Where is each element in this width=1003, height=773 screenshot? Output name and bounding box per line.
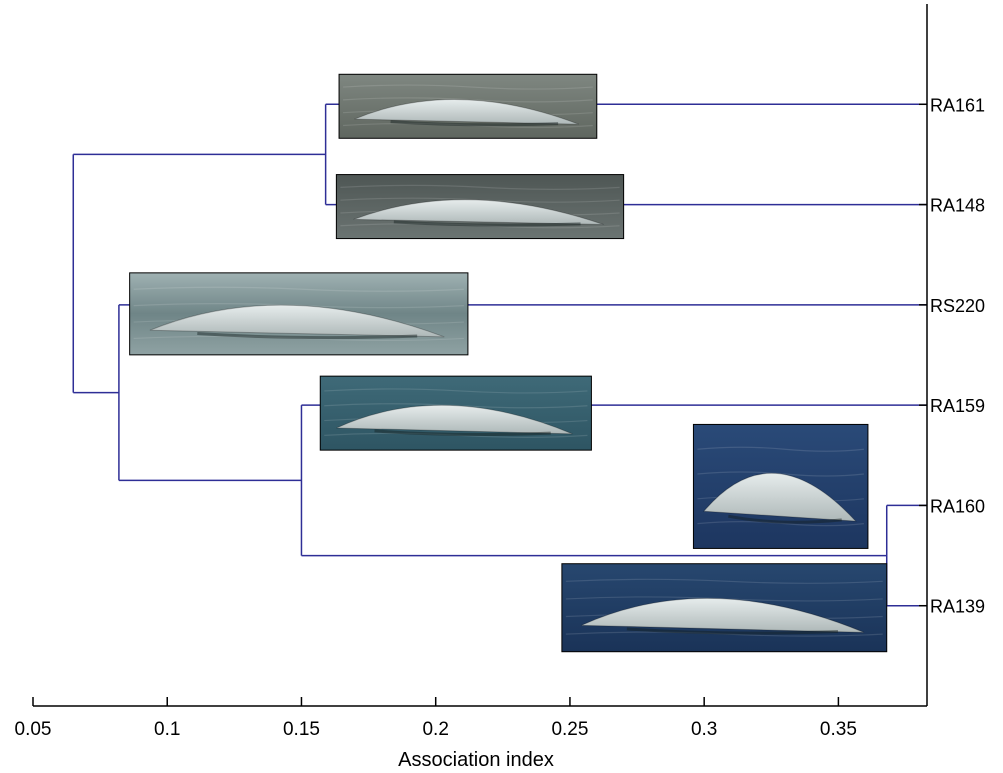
whale-back xyxy=(702,472,857,522)
x-tick-label: 0.15 xyxy=(283,719,320,740)
water-line xyxy=(393,220,581,227)
leaf-label-ra159: RA159 xyxy=(930,396,985,416)
photo-ra160 xyxy=(692,423,869,549)
water-line xyxy=(374,429,551,437)
water-ripple xyxy=(343,122,593,129)
water-line xyxy=(626,627,839,635)
leaf-label-rs220: RS220 xyxy=(930,296,985,316)
water-ripple xyxy=(340,223,620,229)
water-ripple xyxy=(324,388,588,394)
water-ripple xyxy=(133,286,464,292)
water-ripple xyxy=(340,197,620,203)
leaf-label-ra148: RA148 xyxy=(930,196,985,216)
water-ripple xyxy=(133,335,464,342)
whale-back xyxy=(336,404,573,435)
leaf-tick-marks xyxy=(919,103,927,607)
x-axis-ticks: 0.05 0.1 0.15 0.2 0.25 0.3 0.35 xyxy=(15,697,857,740)
water-ripple xyxy=(324,432,588,438)
whale-back xyxy=(353,199,604,225)
x-tick-label: 0.2 xyxy=(422,719,448,740)
water-ripple xyxy=(697,446,865,452)
x-axis-label: Association index xyxy=(398,749,554,771)
photo-ra161 xyxy=(338,73,598,139)
water-ripple xyxy=(324,403,588,409)
leaf-labels: RA161 RA148 RS220 RA159 RA160 RA139 xyxy=(930,95,985,616)
leaf-label-ra161: RA161 xyxy=(930,95,985,115)
photo-ra139 xyxy=(561,563,888,653)
whale-back xyxy=(581,597,865,633)
photo-rs220 xyxy=(129,272,469,356)
water-ripple xyxy=(697,471,865,477)
x-tick-label: 0.3 xyxy=(691,719,717,740)
water-ripple xyxy=(565,596,883,602)
photo-ra148 xyxy=(335,174,625,240)
water-ripple xyxy=(133,303,464,309)
leaf-label-ra139: RA139 xyxy=(930,597,985,617)
whale-back xyxy=(354,99,579,125)
water-ripple xyxy=(565,631,883,637)
x-tick-label: 0.05 xyxy=(15,719,52,740)
water-line xyxy=(197,332,418,340)
water-ripple xyxy=(340,184,620,190)
water-ripple xyxy=(565,578,883,584)
water-ripple xyxy=(343,84,593,90)
x-tick-label: 0.25 xyxy=(551,719,588,740)
x-tick-label: 0.1 xyxy=(154,719,180,740)
leaf-photos xyxy=(129,73,888,653)
x-tick-label: 0.35 xyxy=(820,719,857,740)
whale-back xyxy=(149,304,445,338)
leaf-label-ra160: RA160 xyxy=(930,496,985,516)
photo-ra159 xyxy=(319,375,592,451)
water-ripple xyxy=(697,521,865,527)
water-line xyxy=(728,514,842,524)
water-line xyxy=(390,120,559,127)
water-ripple xyxy=(343,97,593,103)
